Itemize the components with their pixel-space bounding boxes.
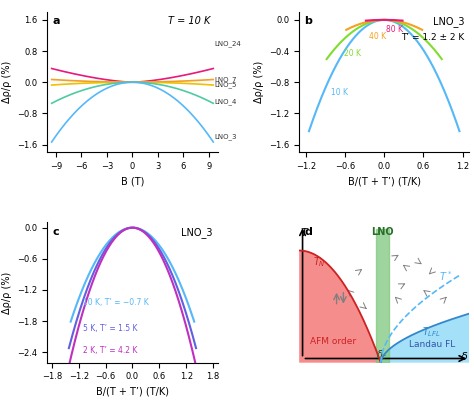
Text: 40 K: 40 K — [368, 32, 386, 42]
Polygon shape — [381, 222, 469, 363]
Text: $T_{LFL}$: $T_{LFL}$ — [422, 325, 441, 339]
Text: LNO_5: LNO_5 — [214, 81, 237, 88]
X-axis label: B/(T + T’) (T/K): B/(T + T’) (T/K) — [348, 177, 421, 187]
Text: $T^*$: $T^*$ — [438, 269, 452, 283]
Polygon shape — [299, 251, 381, 363]
Text: c: c — [53, 226, 59, 237]
Text: LNO: LNO — [371, 226, 394, 237]
Text: 5 K, T’ = 1.5 K: 5 K, T’ = 1.5 K — [83, 324, 138, 333]
Text: δ: δ — [461, 352, 467, 362]
Text: LNO_4: LNO_4 — [214, 98, 237, 105]
Text: LNO_24: LNO_24 — [214, 40, 241, 47]
Text: 2 K, T’ = 4.2 K: 2 K, T’ = 4.2 K — [83, 346, 137, 355]
Text: a: a — [53, 16, 60, 26]
Text: T: T — [301, 228, 308, 238]
Text: T = 10 K: T = 10 K — [168, 16, 211, 26]
Text: LNO_7: LNO_7 — [214, 76, 237, 83]
Text: LNO_3: LNO_3 — [214, 133, 237, 140]
Y-axis label: Δρ/ρ (%): Δρ/ρ (%) — [2, 61, 12, 103]
Text: AFM order: AFM order — [310, 337, 356, 346]
Text: Landau FL: Landau FL — [409, 340, 455, 349]
Text: LNO_3: LNO_3 — [433, 16, 464, 27]
Text: LNO_3: LNO_3 — [181, 226, 212, 238]
Text: d: d — [304, 226, 312, 237]
Text: $T_N$: $T_N$ — [313, 255, 326, 269]
Y-axis label: Δρ/ρ (%): Δρ/ρ (%) — [254, 61, 264, 103]
Bar — [376, 229, 389, 363]
X-axis label: B/(T + T’) (T/K): B/(T + T’) (T/K) — [96, 387, 169, 397]
Text: 10 K, T’ = −0.7 K: 10 K, T’ = −0.7 K — [83, 298, 149, 307]
Text: T’ = 1.2 ± 2 K: T’ = 1.2 ± 2 K — [401, 33, 464, 42]
Y-axis label: Δρ/ρ (%): Δρ/ρ (%) — [2, 272, 12, 314]
Text: $\delta_c$: $\delta_c$ — [376, 348, 387, 362]
Text: b: b — [304, 16, 312, 26]
Text: 20 K: 20 K — [344, 50, 361, 58]
Text: 10 K: 10 K — [330, 88, 347, 97]
X-axis label: B (T): B (T) — [121, 177, 144, 187]
Text: 80 K: 80 K — [386, 25, 403, 33]
